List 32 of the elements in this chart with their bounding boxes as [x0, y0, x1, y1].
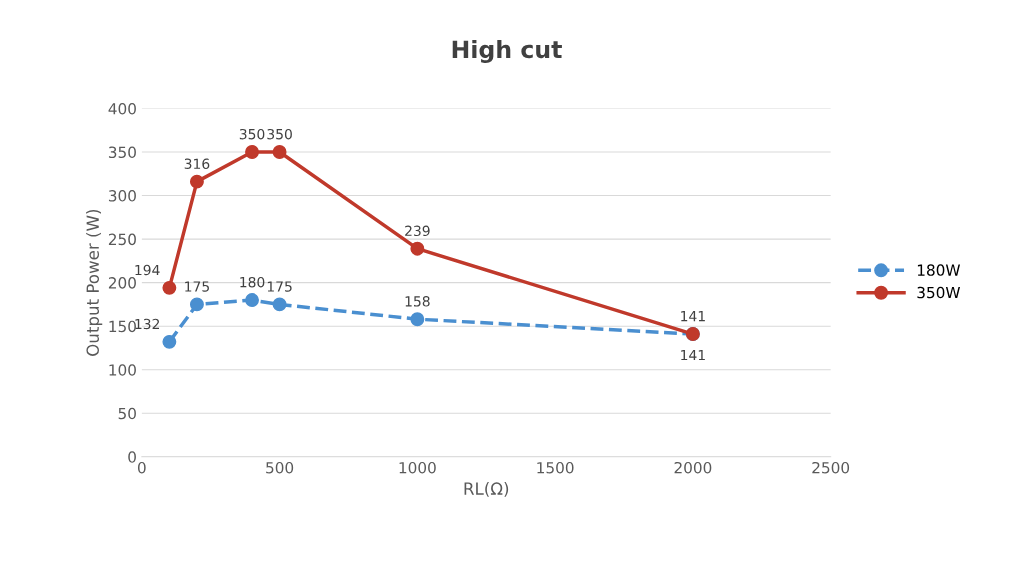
y-tick-label: 50 — [118, 407, 136, 420]
data-label: 158 — [405, 296, 430, 307]
data-label: 141 — [681, 349, 705, 361]
y-tick-label: 100 — [109, 364, 136, 376]
x-tick-label: 0 — [137, 461, 146, 474]
x-tick-label: 1500 — [537, 461, 574, 474]
x-axis-title: RL(Ω) — [464, 482, 509, 497]
x-tick-label: 1000 — [399, 461, 436, 474]
y-tick-label: 0 — [128, 451, 136, 463]
data-label: 350 — [239, 128, 265, 140]
legend-label: 350W — [917, 286, 961, 299]
y-axis-title: Output Power (W) — [86, 209, 103, 356]
data-label: 194 — [135, 264, 160, 276]
y-tick-label: 250 — [108, 233, 136, 246]
data-label: 141 — [681, 311, 705, 322]
data-label: 350 — [267, 128, 292, 140]
x-tick-label: 2000 — [674, 461, 712, 474]
data-label: 316 — [184, 158, 210, 169]
data-label: 239 — [405, 225, 430, 237]
data-label: 175 — [185, 281, 209, 292]
y-tick-label: 300 — [108, 190, 136, 202]
y-tick-label: 200 — [108, 277, 136, 289]
y-tick-label: 350 — [108, 146, 136, 159]
chart-title: High cut — [452, 39, 562, 64]
x-tick-label: 2500 — [812, 461, 850, 474]
x-tick-label: 500 — [266, 461, 294, 474]
data-label: 175 — [267, 281, 292, 292]
y-tick-label: 400 — [108, 102, 136, 115]
legend-label: 180W — [917, 264, 961, 276]
data-label: 132 — [135, 318, 160, 330]
data-label: 180 — [240, 276, 265, 288]
y-tick-label: 150 — [109, 320, 136, 333]
